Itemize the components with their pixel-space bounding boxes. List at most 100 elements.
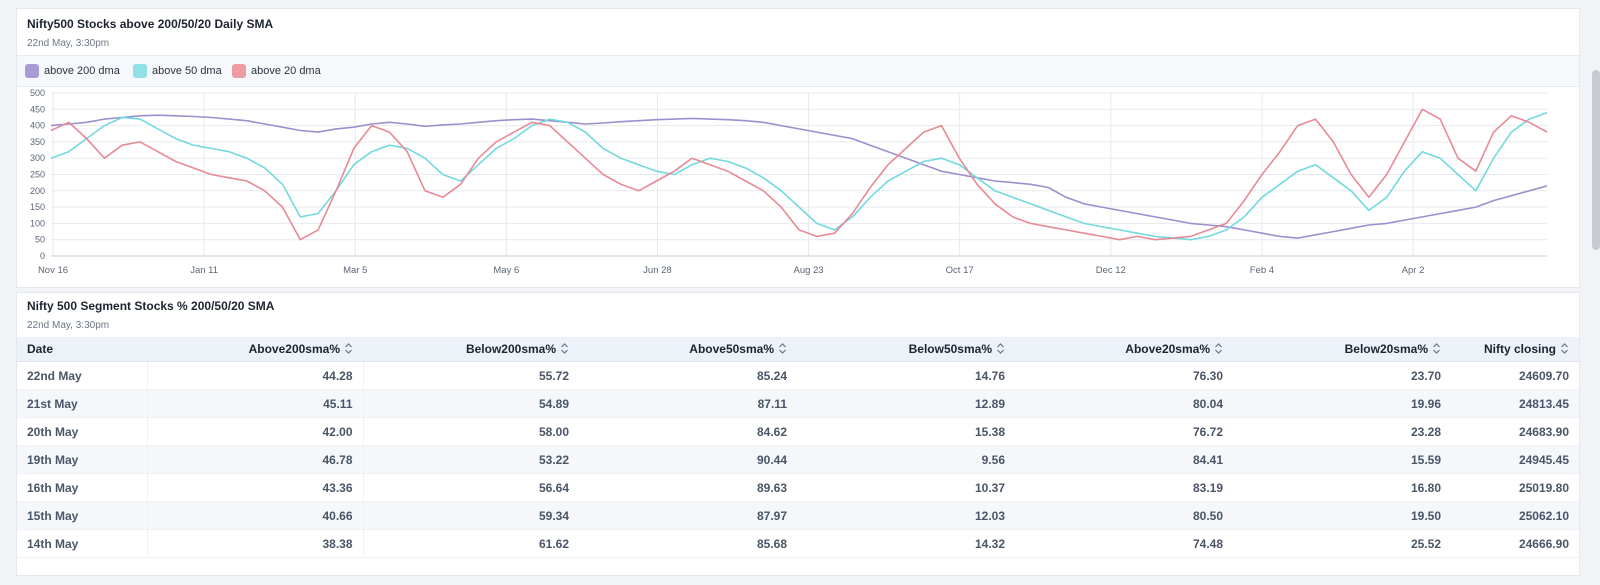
legend-item-20dma[interactable]: above 20 dma — [232, 64, 321, 78]
cell-date: 22nd May — [17, 361, 148, 390]
cell-above20: 80.50 — [1015, 501, 1233, 530]
cell-above200: 44.28 — [147, 361, 364, 390]
cell-above50: 85.24 — [579, 361, 797, 390]
cell-below50: 10.37 — [797, 473, 1015, 502]
line-chart[interactable]: 0 50 100 150 200 250 300 350 400 450 500 Nov 16 Jan … — [17, 87, 1579, 287]
cell-below50: 12.89 — [797, 389, 1015, 418]
cell-below200: 61.62 — [363, 529, 579, 558]
column-header-above20[interactable]: Above20sma% — [1015, 337, 1233, 362]
cell-below200: 59.34 — [363, 501, 579, 530]
y-tick-label: 250 — [30, 170, 45, 180]
sort-icon[interactable] — [1214, 343, 1223, 354]
y-tick-label: 50 — [35, 235, 45, 245]
legend-swatch-50dma — [133, 64, 147, 78]
table-row: 16th May 43.36 56.64 89.63 10.37 83.19 1… — [17, 473, 1579, 502]
y-tick-label: 100 — [30, 218, 45, 228]
cell-below50: 15.38 — [797, 417, 1015, 446]
sort-icon[interactable] — [1560, 343, 1569, 354]
table-row: 14th May 38.38 61.62 85.68 14.32 74.48 2… — [17, 529, 1579, 558]
sort-icon[interactable] — [344, 343, 353, 354]
cell-date: 16th May — [17, 473, 148, 502]
sort-icon[interactable] — [996, 343, 1005, 354]
cell-below20: 15.59 — [1233, 445, 1451, 474]
y-tick-label: 400 — [30, 121, 45, 131]
table-row: 15th May 40.66 59.34 87.97 12.03 80.50 1… — [17, 501, 1579, 530]
legend-label-200dma: above 200 dma — [44, 65, 120, 77]
chart-title: Nifty500 Stocks above 200/50/20 Daily SM… — [27, 17, 274, 31]
column-header-nifty-closing[interactable]: Nifty closing — [1451, 337, 1579, 362]
sort-icon[interactable] — [778, 343, 787, 354]
y-tick-label: 450 — [30, 104, 45, 114]
cell-below20: 16.80 — [1233, 473, 1451, 502]
cell-above200: 38.38 — [147, 529, 364, 558]
cell-date: 20th May — [17, 417, 148, 446]
column-header-below20[interactable]: Below20sma% — [1233, 337, 1451, 362]
x-tick-label: Jun 28 — [643, 265, 672, 276]
x-tick-label: Dec 12 — [1096, 265, 1126, 276]
chart-legend: above 200 dma above 50 dma above 20 dma — [17, 55, 1579, 87]
x-tick-label: Aug 23 — [793, 265, 823, 276]
cell-above200: 43.36 — [147, 473, 364, 502]
cell-nifty-closing: 24945.45 — [1451, 445, 1579, 474]
cell-below200: 55.72 — [363, 361, 579, 390]
cell-below50: 14.32 — [797, 529, 1015, 558]
legend-swatch-20dma — [232, 64, 246, 78]
sma-table: Date Above200sma% Below200sma% Above50sm… — [17, 337, 1579, 558]
x-tick-label: Feb 4 — [1250, 265, 1274, 276]
y-tick-label: 200 — [30, 186, 45, 196]
x-tick-label: Mar 5 — [343, 265, 367, 276]
table-title: Nifty 500 Segment Stocks % 200/50/20 SMA — [27, 299, 275, 313]
table-timestamp: 22nd May, 3:30pm — [27, 320, 110, 331]
cell-below200: 58.00 — [363, 417, 579, 446]
legend-item-200dma[interactable]: above 200 dma — [25, 64, 120, 78]
y-tick-label: 150 — [30, 202, 45, 212]
x-tick-label: Apr 2 — [1402, 265, 1425, 276]
cell-above20: 80.04 — [1015, 389, 1233, 418]
cell-below20: 25.52 — [1233, 529, 1451, 558]
legend-label-20dma: above 20 dma — [251, 65, 321, 77]
cell-nifty-closing: 25062.10 — [1451, 501, 1579, 530]
x-tick-label: May 6 — [493, 265, 519, 276]
cell-above20: 76.30 — [1015, 361, 1233, 390]
cell-above50: 87.11 — [579, 389, 797, 418]
column-header-below50[interactable]: Below50sma% — [797, 337, 1015, 362]
cell-date: 19th May — [17, 445, 148, 474]
cell-above20: 76.72 — [1015, 417, 1233, 446]
cell-above200: 45.11 — [147, 389, 364, 418]
column-header-above200[interactable]: Above200sma% — [147, 337, 363, 362]
table-card: Nifty 500 Segment Stocks % 200/50/20 SMA… — [16, 292, 1580, 576]
y-tick-label: 0 — [40, 251, 45, 261]
cell-above200: 40.66 — [147, 501, 364, 530]
sort-icon[interactable] — [560, 343, 569, 354]
column-header-below200[interactable]: Below200sma% — [363, 337, 579, 362]
cell-below20: 19.96 — [1233, 389, 1451, 418]
table-header-row: Date Above200sma% Below200sma% Above50sm… — [17, 337, 1579, 362]
column-header-above50[interactable]: Above50sma% — [579, 337, 797, 362]
cell-below200: 53.22 — [363, 445, 579, 474]
cell-below50: 9.56 — [797, 445, 1015, 474]
series-line-above-200-dma — [50, 114, 1548, 239]
table-row: 19th May 46.78 53.22 90.44 9.56 84.41 15… — [17, 445, 1579, 474]
cell-above50: 85.68 — [579, 529, 797, 558]
cell-above20: 74.48 — [1015, 529, 1233, 558]
x-tick-label: Oct 17 — [946, 265, 974, 276]
chart-card: Nifty500 Stocks above 200/50/20 Daily SM… — [16, 8, 1580, 288]
cell-above20: 83.19 — [1015, 473, 1233, 502]
sort-icon[interactable] — [1432, 343, 1441, 354]
cell-nifty-closing: 24666.90 — [1451, 529, 1579, 558]
cell-date: 15th May — [17, 501, 148, 530]
cell-above20: 84.41 — [1015, 445, 1233, 474]
cell-above200: 42.00 — [147, 417, 364, 446]
series-line-above-50-dma — [50, 111, 1548, 241]
legend-item-50dma[interactable]: above 50 dma — [133, 64, 222, 78]
cell-above50: 89.63 — [579, 473, 797, 502]
y-tick-label: 500 — [30, 88, 45, 98]
cell-nifty-closing: 24813.45 — [1451, 389, 1579, 418]
cell-above50: 90.44 — [579, 445, 797, 474]
table-row: 20th May 42.00 58.00 84.62 15.38 76.72 2… — [17, 417, 1579, 446]
page-scrollbar[interactable] — [1592, 70, 1600, 250]
column-header-date[interactable]: Date — [17, 337, 147, 362]
cell-below20: 23.70 — [1233, 361, 1451, 390]
cell-above50: 84.62 — [579, 417, 797, 446]
y-tick-label: 350 — [30, 137, 45, 147]
